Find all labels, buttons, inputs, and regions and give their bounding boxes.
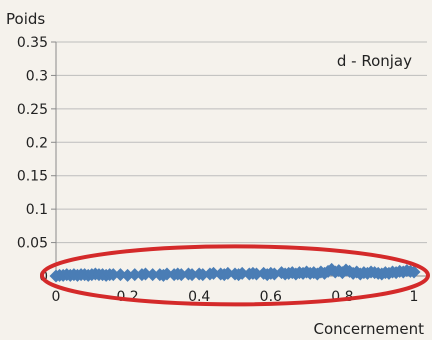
data-point — [106, 268, 120, 282]
y-tick-label: 0.3 — [26, 68, 48, 84]
grid-lines — [56, 41, 427, 244]
chart-annotation: d - Ronjay — [337, 52, 412, 70]
y-tick-label: 0.25 — [17, 102, 48, 118]
data-point — [407, 265, 421, 279]
y-tick-label: 0.35 — [17, 35, 48, 51]
x-axis-title: Concernement — [313, 320, 424, 338]
data-points — [49, 262, 421, 283]
data-point — [121, 268, 135, 282]
y-tick-label: 0.1 — [26, 202, 48, 218]
y-axis-title: Poids — [6, 10, 45, 28]
y-tick-label: 0.05 — [17, 236, 48, 252]
y-tick-label: 0.15 — [17, 169, 48, 185]
data-point — [146, 268, 160, 282]
x-tick-label: 1 — [410, 289, 419, 305]
highlight-ellipse — [40, 244, 430, 307]
data-point — [128, 268, 142, 282]
y-tick-label: 0.2 — [26, 135, 48, 151]
highlight — [40, 244, 430, 307]
x-tick-label: 0 — [52, 289, 61, 305]
x-tick-label: 0.4 — [188, 289, 210, 305]
x-tick-label: 0.6 — [260, 289, 282, 305]
